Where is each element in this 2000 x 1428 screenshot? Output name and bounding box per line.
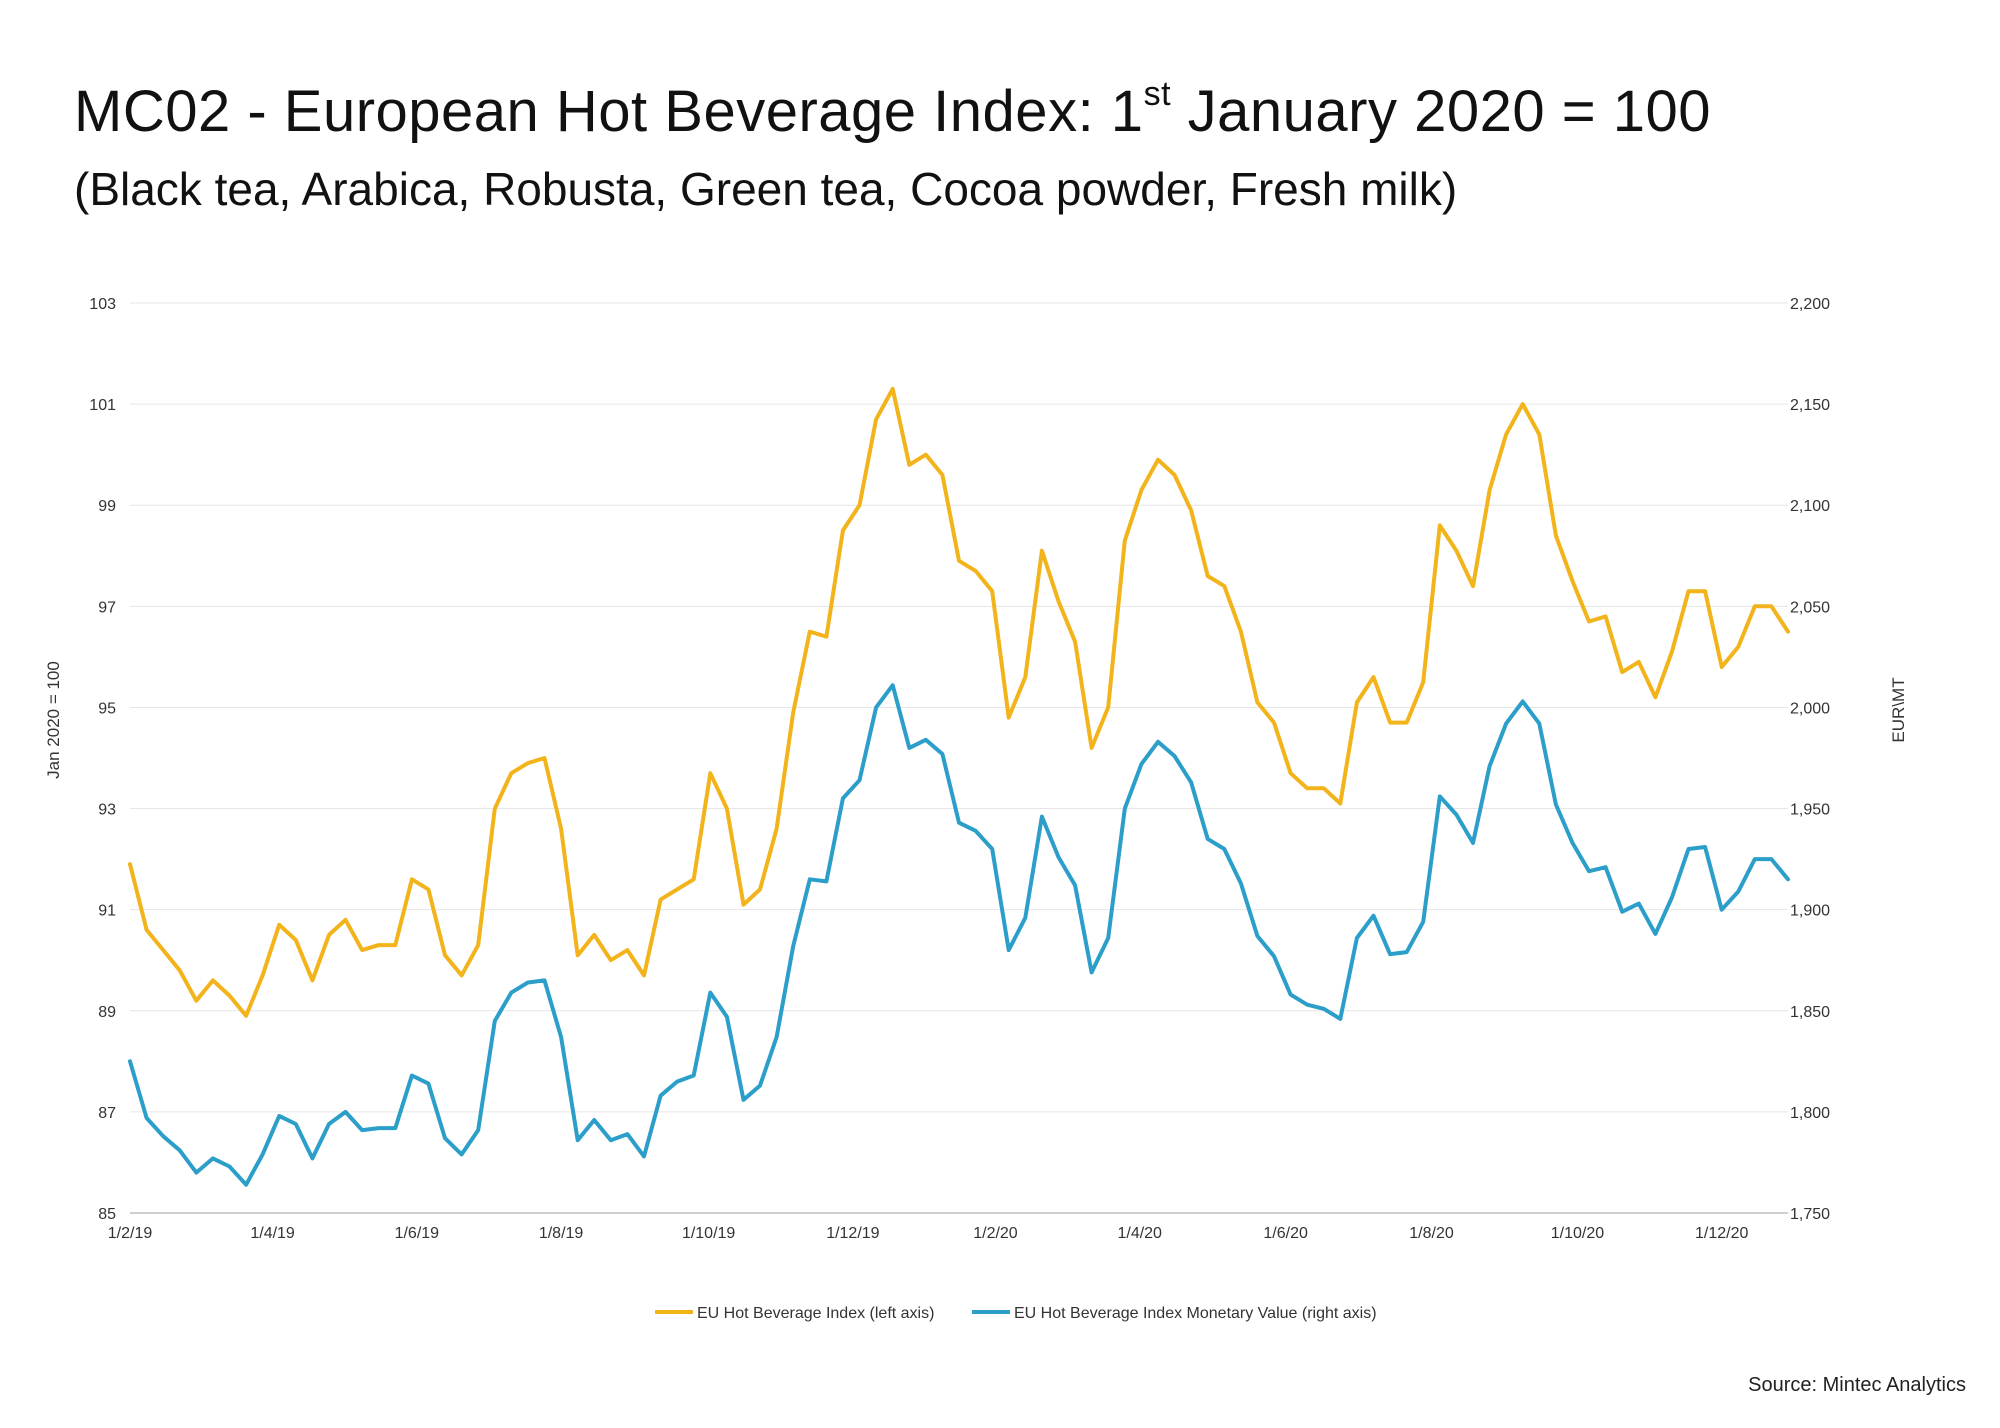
y-left-tick-label: 99	[98, 498, 116, 515]
chart-title-end: January 2020 = 100	[1171, 79, 1711, 144]
y-right-tick-label: 1,750	[1790, 1206, 1830, 1223]
x-tick-label: 1/6/20	[1263, 1225, 1308, 1242]
y-left-tick-label: 95	[98, 700, 116, 717]
x-tick-label: 1/10/19	[682, 1225, 735, 1242]
x-tick-label: 1/4/20	[1117, 1225, 1162, 1242]
y-axis-left-label: Jan 2020 = 100	[44, 661, 63, 779]
x-tick-label: 1/6/19	[395, 1225, 440, 1242]
chart-subtitle: (Black tea, Arabica, Robusta, Green tea,…	[74, 163, 1458, 215]
x-tick-label: 1/2/20	[973, 1225, 1018, 1242]
x-tick-label: 1/12/19	[826, 1225, 879, 1242]
series-line-monetary	[128, 683, 1790, 1187]
y-right-tick-label: 2,150	[1790, 397, 1830, 414]
gridlines	[130, 302, 1788, 1214]
y-right-tick-label: 1,800	[1790, 1105, 1830, 1122]
y-right-tick-label: 1,900	[1790, 903, 1830, 920]
y-left-tick-label: 87	[98, 1105, 116, 1122]
x-tick-label: 1/12/20	[1695, 1225, 1748, 1242]
source-note: Source: Mintec Analytics	[1748, 1374, 1966, 1396]
y-left-tick-label: 91	[98, 903, 116, 920]
x-tick-label: 1/2/19	[108, 1225, 153, 1242]
y-right-tick-label: 1,850	[1790, 1004, 1830, 1021]
y-left-tick-label: 97	[98, 599, 116, 616]
series-line-index	[128, 386, 1790, 1018]
chart-title-main: MC02 - European Hot Beverage Index: 1	[74, 79, 1144, 144]
chart-title-superscript: st	[1143, 75, 1172, 113]
y-right-tick-label: 2,000	[1790, 700, 1830, 717]
x-tick-label: 1/10/20	[1551, 1225, 1604, 1242]
y-axis-left: 85 87 89 91 93 95 97 99 101 103	[89, 296, 116, 1223]
y-right-tick-label: 1,950	[1790, 802, 1830, 819]
legend-label-index: EU Hot Beverage Index (left axis)	[697, 1305, 934, 1322]
y-left-tick-label: 93	[98, 802, 116, 819]
y-axis-right: 1,750 1,800 1,850 1,900 1,950 2,000 2,050 2,100…	[1790, 296, 1830, 1223]
series-lines	[128, 386, 1790, 1187]
x-tick-label: 1/4/19	[250, 1225, 295, 1242]
y-left-tick-label: 85	[98, 1206, 116, 1223]
x-axis: 1/2/19 1/4/19 1/6/19 1/8/19 1/10/19 1/12/19 1/…	[108, 1225, 1749, 1242]
legend-label-monetary: EU Hot Beverage Index Monetary Value (ri…	[1014, 1305, 1377, 1322]
y-right-tick-label: 2,050	[1790, 599, 1830, 616]
y-right-tick-label: 2,200	[1790, 296, 1830, 313]
x-tick-label: 1/8/20	[1409, 1225, 1454, 1242]
chart-title: MC02 - European Hot Beverage Index: 1st …	[74, 75, 1711, 145]
y-left-tick-label: 101	[89, 397, 116, 414]
y-left-tick-label: 103	[89, 296, 116, 313]
y-axis-right-label: EUR\MT	[1889, 677, 1908, 742]
x-tick-label: 1/8/19	[539, 1225, 584, 1242]
y-left-tick-label: 89	[98, 1004, 116, 1021]
legend: EU Hot Beverage Index (left axis) EU Hot…	[655, 1305, 1377, 1322]
y-right-tick-label: 2,100	[1790, 498, 1830, 515]
